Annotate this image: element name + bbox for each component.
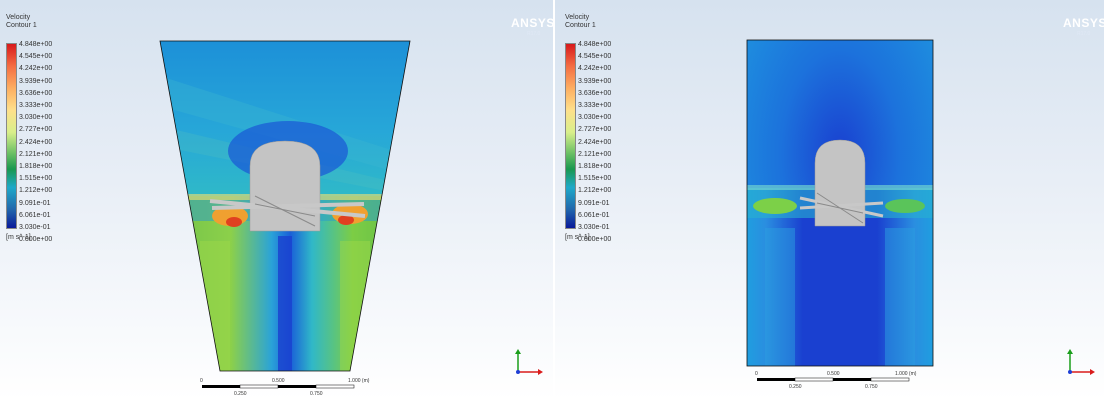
colorbar-tick: 3.030e+00 xyxy=(19,114,53,122)
legend-units: [m s^-1] xyxy=(565,234,590,241)
colorbar-ticks: 4.848e+00 4.545e+00 4.242e+00 3.939e+00 … xyxy=(578,39,611,246)
panel-divider xyxy=(553,0,555,400)
legend-left: Velocity Contour 1 4.848e+00 4.545e+00 4… xyxy=(6,14,96,243)
scale-tick: 1.000 (m) xyxy=(895,371,917,377)
colorbar-tick: 9.091e-01 xyxy=(19,199,51,207)
scale-subtick: 0.250 xyxy=(234,391,247,397)
left-viewport[interactable]: Velocity Contour 1 4.848e+00 4.545e+00 4… xyxy=(0,0,555,400)
colorbar-tick: 2.424e+00 xyxy=(19,138,53,146)
scale-tick: 0 xyxy=(755,371,758,377)
legend-title: Velocity xyxy=(565,14,590,21)
scale-tick: 1.000 (m) xyxy=(348,378,370,384)
colorbar-tick: 4.242e+00 xyxy=(578,65,612,73)
colorbar-tick: 1.818e+00 xyxy=(19,163,53,171)
colorbar-tick: 4.545e+00 xyxy=(19,53,53,61)
colorbar-tick: 1.515e+00 xyxy=(19,175,53,183)
ansys-version: R17.0 xyxy=(1077,31,1091,37)
colorbar-tick: 1.212e+00 xyxy=(19,187,53,195)
scale-bar-left: 0 0.500 1.000 (m) 0.250 0.750 xyxy=(200,378,369,400)
colorbar-tick: 3.030e-01 xyxy=(578,224,610,232)
colorbar-tick: 1.818e+00 xyxy=(578,163,612,171)
axis-triad-icon[interactable] xyxy=(508,348,548,380)
contour-plot-left xyxy=(159,40,411,372)
colorbar-tick: 2.121e+00 xyxy=(19,150,53,158)
colorbar-tick: 3.333e+00 xyxy=(578,102,612,110)
legend-subtitle: Contour 1 xyxy=(565,22,596,29)
colorbar-tick: 9.091e-01 xyxy=(578,199,610,207)
colorbar-tick: 3.333e+00 xyxy=(19,102,53,110)
colorbar-tick: 3.030e-01 xyxy=(19,224,51,232)
ansys-logo: ANSYS xyxy=(511,16,555,30)
colorbar-tick: 2.121e+00 xyxy=(578,150,612,158)
colorbar-ticks: 4.848e+00 4.545e+00 4.242e+00 3.939e+00 … xyxy=(19,39,52,246)
colorbar-tick: 0.000e+00 xyxy=(578,236,612,244)
scale-bar-right: 0 0.500 1.000 (m) 0.250 0.750 xyxy=(755,371,917,396)
axis-triad-icon[interactable] xyxy=(1060,348,1100,380)
colorbar-tick: 3.939e+00 xyxy=(578,77,612,85)
scale-tick: 0.500 xyxy=(272,378,285,384)
colorbar-tick: 2.727e+00 xyxy=(19,126,53,134)
legend-right: Velocity Contour 1 4.848e+00 4.545e+00 4… xyxy=(565,14,655,243)
colorbar-tick: 2.424e+00 xyxy=(578,138,612,146)
contour-plot-right xyxy=(746,39,934,367)
colorbar-tick: 6.061e-01 xyxy=(578,211,610,219)
colorbar-tick: 4.242e+00 xyxy=(19,65,53,73)
colorbar-tick: 6.061e-01 xyxy=(19,211,51,219)
colorbar xyxy=(6,43,17,229)
scale-subtick: 0.750 xyxy=(865,384,878,390)
scale-tick: 0 xyxy=(200,378,203,384)
colorbar-tick: 4.545e+00 xyxy=(578,53,612,61)
colorbar-tick: 4.848e+00 xyxy=(578,41,612,48)
legend-units: [m s^-1] xyxy=(6,234,31,241)
right-viewport[interactable]: Velocity Contour 1 4.848e+00 4.545e+00 4… xyxy=(555,0,1104,400)
scale-subtick: 0.250 xyxy=(789,384,802,390)
colorbar-tick: 1.515e+00 xyxy=(578,175,612,183)
legend-subtitle: Contour 1 xyxy=(6,22,37,29)
colorbar-tick: 3.030e+00 xyxy=(578,114,612,122)
legend-title: Velocity xyxy=(6,14,31,21)
ansys-version: R17.0 xyxy=(527,31,541,37)
colorbar-tick: 3.939e+00 xyxy=(19,77,53,85)
colorbar-tick: 1.212e+00 xyxy=(578,187,612,195)
colorbar-tick: 3.636e+00 xyxy=(578,89,612,97)
colorbar-tick: 3.636e+00 xyxy=(19,89,53,97)
colorbar-tick: 4.848e+00 xyxy=(19,41,53,48)
colorbar xyxy=(565,43,576,229)
scale-subtick: 0.750 xyxy=(310,391,323,397)
colorbar-tick: 2.727e+00 xyxy=(578,126,612,134)
scale-tick: 0.500 xyxy=(827,371,840,377)
colorbar-tick: 0.000e+00 xyxy=(19,236,53,244)
ansys-logo: ANSYS xyxy=(1063,16,1104,30)
